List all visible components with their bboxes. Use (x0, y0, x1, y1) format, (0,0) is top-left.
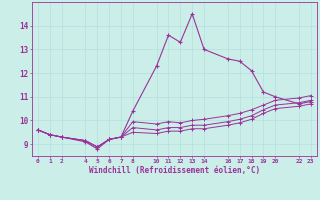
X-axis label: Windchill (Refroidissement éolien,°C): Windchill (Refroidissement éolien,°C) (89, 166, 260, 175)
